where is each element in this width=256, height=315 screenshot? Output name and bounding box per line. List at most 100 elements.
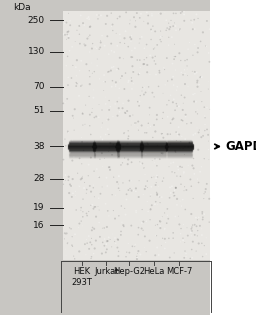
Point <box>68 182 72 187</box>
Point <box>87 209 91 214</box>
Point <box>100 120 104 125</box>
Point <box>116 249 121 254</box>
Point <box>201 133 205 138</box>
Point <box>92 147 96 152</box>
Point <box>184 251 188 256</box>
Text: 38: 38 <box>33 142 45 151</box>
Point <box>91 87 95 92</box>
Point <box>82 42 86 47</box>
Point <box>200 226 204 231</box>
Point <box>137 148 142 153</box>
Point <box>108 237 112 242</box>
Point <box>100 226 104 231</box>
Point <box>125 141 130 146</box>
Point <box>150 28 154 33</box>
Point <box>109 11 113 16</box>
Point <box>87 94 91 99</box>
Point <box>97 208 101 213</box>
Point <box>100 251 104 256</box>
Point <box>174 68 178 73</box>
Point <box>82 186 86 191</box>
Point <box>117 95 121 100</box>
Point <box>180 9 184 14</box>
Point <box>61 93 65 98</box>
Point <box>81 123 85 128</box>
Point <box>175 84 179 89</box>
Point <box>119 163 123 168</box>
Point <box>111 22 115 27</box>
Point <box>148 124 153 129</box>
Point <box>198 75 202 80</box>
Point <box>152 94 156 100</box>
Point <box>169 161 173 166</box>
Point <box>129 223 133 228</box>
Point <box>196 75 200 80</box>
Point <box>105 239 109 244</box>
Point <box>130 86 134 91</box>
Point <box>99 125 103 130</box>
Point <box>191 166 196 171</box>
Point <box>92 194 97 199</box>
Point <box>157 194 162 199</box>
Point <box>77 142 81 147</box>
Point <box>134 208 138 213</box>
Point <box>154 233 158 238</box>
Point <box>141 219 145 224</box>
Point <box>191 196 195 201</box>
Point <box>115 16 120 21</box>
Point <box>184 114 188 119</box>
Point <box>167 43 171 48</box>
Point <box>81 214 85 219</box>
Point <box>114 80 118 85</box>
Point <box>186 163 190 168</box>
Point <box>204 235 208 240</box>
Point <box>90 242 94 247</box>
Point <box>90 71 94 76</box>
Point <box>135 251 140 256</box>
Point <box>183 184 187 189</box>
Point <box>182 152 186 157</box>
Point <box>80 161 84 166</box>
Point <box>159 151 163 156</box>
Point <box>195 224 199 229</box>
Point <box>133 18 137 23</box>
Point <box>123 110 127 115</box>
Point <box>207 147 211 152</box>
Point <box>92 115 97 120</box>
Point <box>80 83 84 88</box>
Point <box>175 131 179 136</box>
Point <box>100 107 104 112</box>
Point <box>66 178 70 183</box>
Point <box>108 104 112 109</box>
Point <box>137 71 142 76</box>
Point <box>170 184 174 189</box>
Point <box>106 208 110 213</box>
Point <box>205 127 209 132</box>
Point <box>87 68 91 73</box>
Point <box>202 196 206 201</box>
Point <box>92 251 96 256</box>
Point <box>136 99 140 104</box>
Point <box>188 177 193 182</box>
Point <box>117 106 121 111</box>
Point <box>201 217 205 222</box>
Point <box>171 236 175 241</box>
Point <box>124 192 129 197</box>
Point <box>118 55 122 60</box>
Point <box>95 56 100 61</box>
Point <box>97 220 101 225</box>
Point <box>202 212 206 217</box>
Point <box>175 104 179 109</box>
Point <box>145 199 149 204</box>
Point <box>100 151 104 156</box>
Point <box>195 78 199 83</box>
Point <box>83 43 87 49</box>
Point <box>126 128 130 133</box>
Point <box>97 175 101 180</box>
Point <box>145 62 149 67</box>
Point <box>178 146 182 151</box>
Point <box>80 223 84 228</box>
Point <box>141 192 145 197</box>
Point <box>181 101 185 106</box>
Point <box>178 239 182 244</box>
